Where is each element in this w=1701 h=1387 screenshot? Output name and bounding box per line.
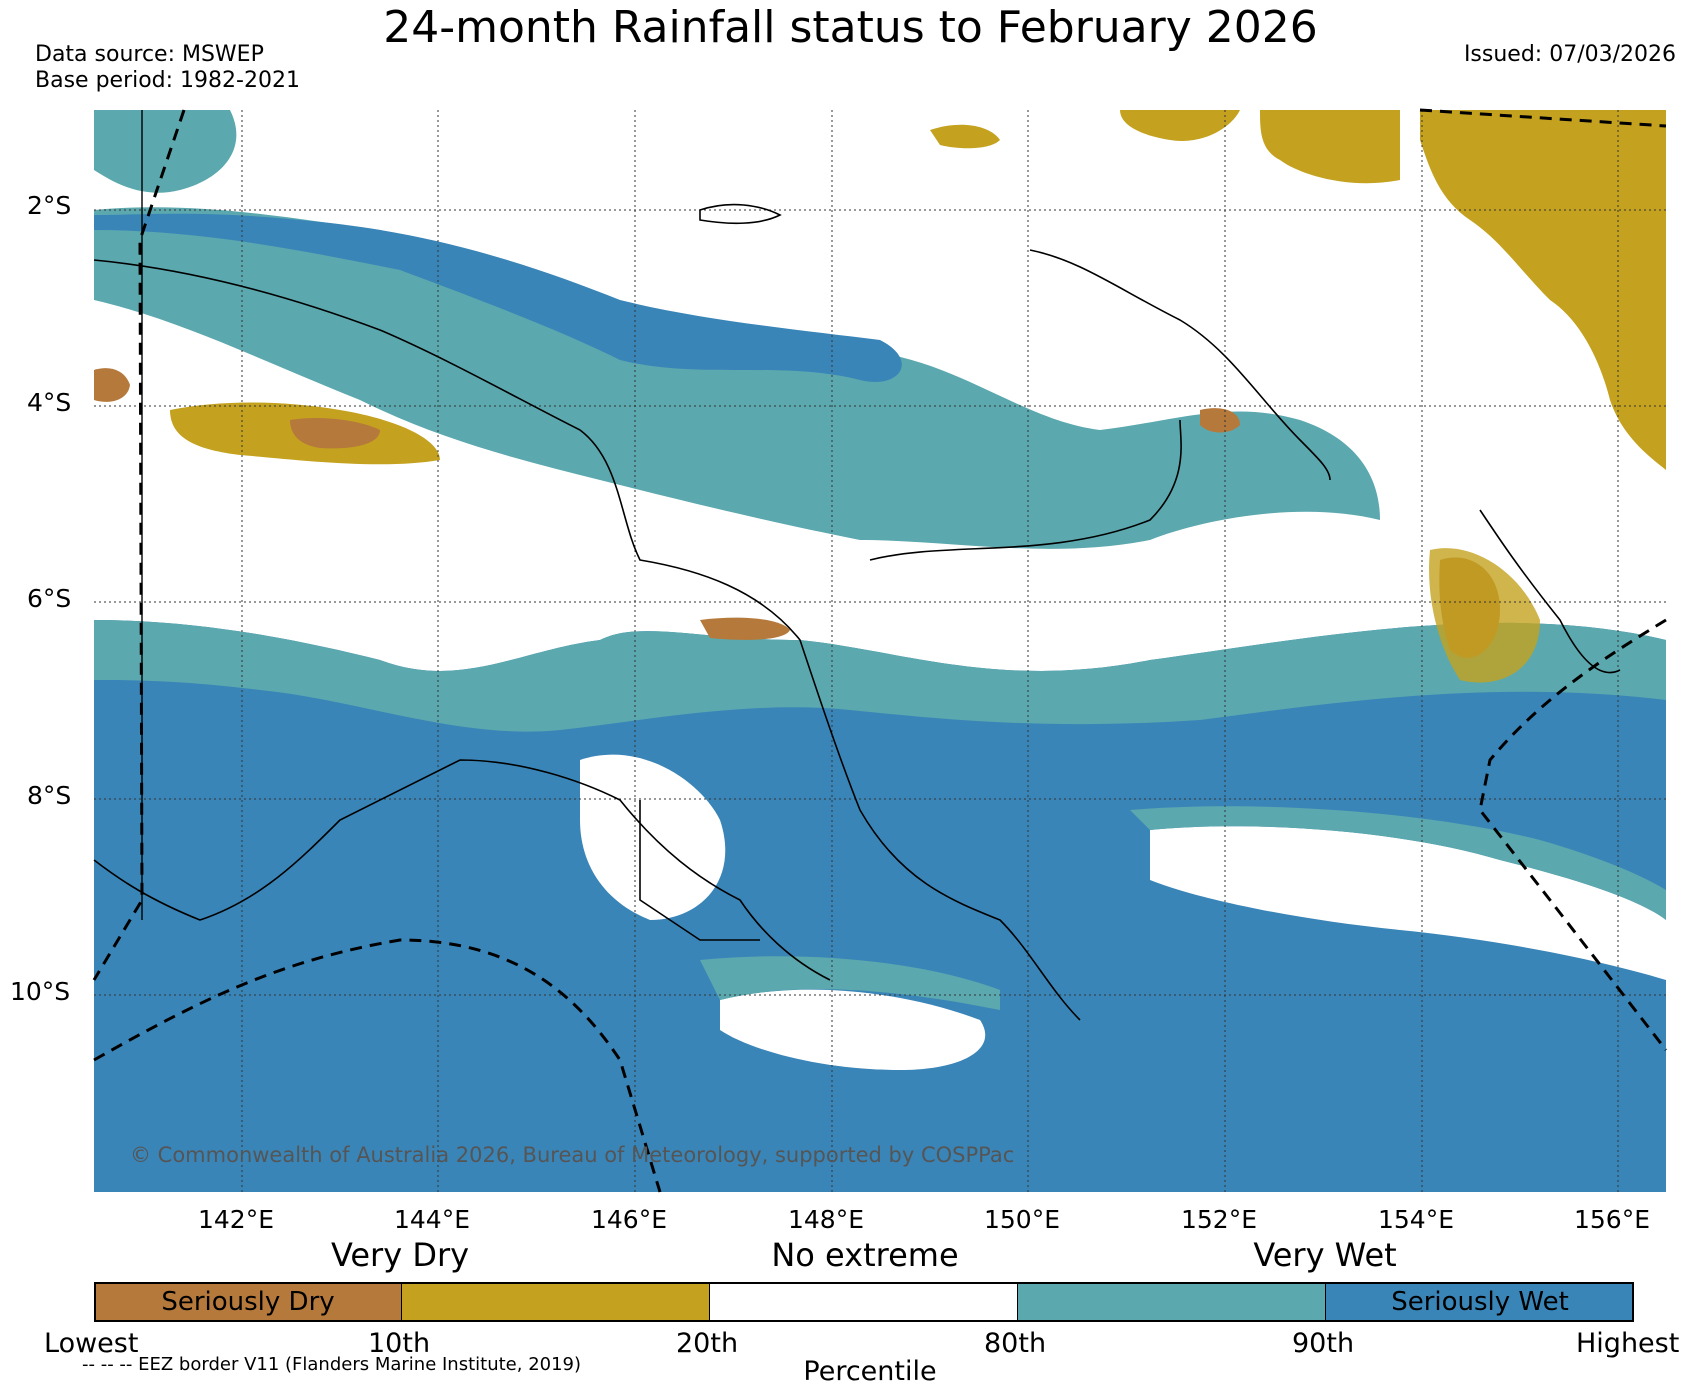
lon-label-144e: 144°E <box>394 1205 471 1234</box>
percentile-tick-80th: 80th <box>984 1328 1047 1359</box>
copyright-notice: © Commonwealth of Australia 2026, Bureau… <box>130 1143 1015 1167</box>
legend-segment-very-dry <box>402 1282 710 1322</box>
very-wet-middle-band <box>94 620 1666 732</box>
legend-category-no-extreme: No extreme <box>771 1236 959 1274</box>
very-dry-small-patch <box>930 124 1000 149</box>
legend-label-seriously-dry: Seriously Dry <box>161 1287 335 1317</box>
percentile-tick-lowest: Lowest <box>44 1328 139 1359</box>
very-wet-north-band <box>94 207 1380 549</box>
lon-label-146e: 146°E <box>591 1205 668 1234</box>
very-wet-top-left <box>94 110 237 193</box>
percentile-tick-highest: Highest <box>1576 1328 1680 1359</box>
map-field <box>94 110 1666 1192</box>
very-dry-north-patch-2 <box>1120 110 1240 141</box>
lon-label-152e: 152°E <box>1181 1205 1258 1234</box>
lat-label-2s: 2°S <box>27 191 72 220</box>
base-period-label: Base period: 1982-2021 <box>35 68 300 93</box>
data-source-label: Data source: MSWEP <box>35 42 264 67</box>
page-title: 24-month Rainfall status to February 202… <box>383 2 1318 53</box>
graticule <box>94 110 1666 1192</box>
seriously-dry-central <box>700 617 790 640</box>
lon-label-150e: 150°E <box>984 1205 1061 1234</box>
very-wet-southeast-fringe <box>700 956 1000 1010</box>
legend-category-very-wet: Very Wet <box>1253 1236 1397 1274</box>
lon-label-148e: 148°E <box>788 1205 865 1234</box>
seriously-dry-west-edge <box>94 368 130 402</box>
legend-segment-very-wet <box>1018 1282 1326 1322</box>
eez-borders <box>92 108 1668 1193</box>
lat-label-6s: 6°S <box>27 584 72 613</box>
seriously-wet-north-band <box>94 213 902 382</box>
eez-border-note: -- -- -- EEZ border V11 (Flanders Marine… <box>82 1354 582 1375</box>
legend-label-seriously-wet: Seriously Wet <box>1391 1287 1569 1317</box>
very-wet-east-fringe <box>1130 806 1666 920</box>
no-extreme-east <box>1150 826 1666 980</box>
legend-segment-seriously-wet <box>1326 1282 1634 1322</box>
very-dry-northeast <box>1420 110 1666 470</box>
percentile-axis-label: Percentile <box>803 1356 937 1387</box>
legend-segment-seriously-dry <box>94 1282 402 1322</box>
issued-date-label: Issued: 07/03/2026 <box>1463 42 1676 67</box>
seriously-dry-highlands <box>290 418 380 449</box>
no-extreme-southeast <box>720 989 986 1070</box>
lon-label-142e: 142°E <box>198 1205 275 1234</box>
lat-label-10s: 10°S <box>10 977 71 1006</box>
percentile-tick-90th: 90th <box>1292 1328 1355 1359</box>
very-dry-north-patch <box>1260 110 1400 184</box>
coastlines <box>93 110 1621 1021</box>
percentile-tick-20th: 20th <box>676 1328 739 1359</box>
percentile-tick-10th: 10th <box>368 1328 431 1359</box>
very-dry-bougainville <box>1429 548 1540 683</box>
lat-label-4s: 4°S <box>27 388 72 417</box>
lon-label-154e: 154°E <box>1378 1205 1455 1234</box>
legend-category-very-dry: Very Dry <box>330 1236 470 1274</box>
seriously-dry-new-britain <box>1200 408 1240 433</box>
legend-segment-no-extreme <box>710 1282 1018 1322</box>
lon-label-156e: 156°E <box>1574 1205 1651 1234</box>
lat-label-8s: 8°S <box>27 781 72 810</box>
